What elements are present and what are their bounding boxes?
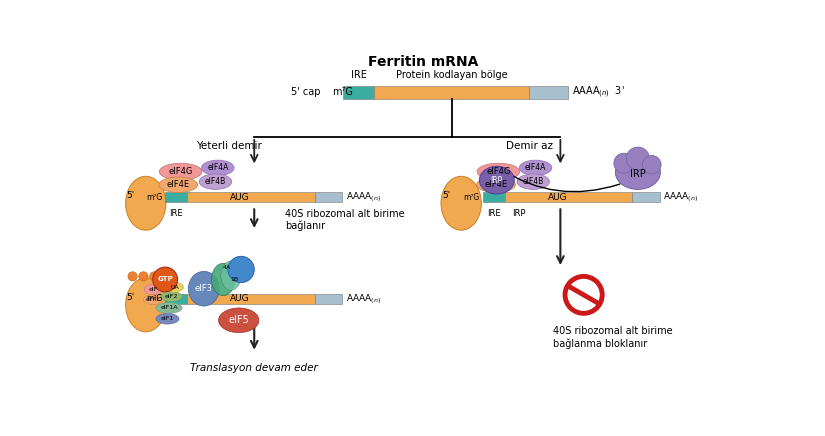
Bar: [505, 192, 633, 202]
Ellipse shape: [219, 308, 259, 333]
Ellipse shape: [479, 166, 514, 194]
Text: AAAA$_{(n)}$  3': AAAA$_{(n)}$ 3': [572, 85, 625, 100]
Text: IRP: IRP: [491, 176, 503, 184]
Ellipse shape: [156, 313, 179, 324]
Text: Yeterli demir: Yeterli demir: [196, 141, 262, 151]
Ellipse shape: [517, 174, 549, 189]
Text: GTP: GTP: [158, 276, 173, 283]
Text: AUG: AUG: [548, 193, 567, 201]
Ellipse shape: [519, 160, 552, 176]
Text: Translasyon devam eder: Translasyon devam eder: [191, 363, 318, 373]
Bar: [483, 192, 505, 202]
Text: AAAA$_{(n)}$: AAAA$_{(n)}$: [663, 190, 699, 204]
Text: 5': 5': [126, 191, 134, 200]
Bar: [186, 294, 314, 304]
Circle shape: [643, 156, 661, 174]
Text: eIF3: eIF3: [195, 284, 213, 293]
Text: 1B: 1B: [231, 277, 239, 282]
Bar: [530, 86, 568, 99]
Text: Demir az: Demir az: [506, 141, 553, 151]
Text: eIF4E: eIF4E: [146, 297, 161, 302]
Text: IRE: IRE: [169, 209, 183, 218]
Circle shape: [614, 153, 634, 173]
Text: eIF1A: eIF1A: [160, 306, 177, 310]
Text: IRE: IRE: [351, 71, 367, 80]
Ellipse shape: [477, 177, 516, 192]
Bar: [343, 86, 375, 99]
Text: eIF: eIF: [148, 287, 158, 292]
Bar: [186, 192, 314, 202]
Circle shape: [153, 267, 177, 292]
Circle shape: [128, 272, 137, 281]
Text: eIF1: eIF1: [161, 316, 174, 321]
Text: m⁷G: m⁷G: [464, 193, 480, 201]
Text: 5': 5': [442, 191, 450, 200]
Text: eIF4A: eIF4A: [525, 164, 546, 172]
Text: Met: Met: [233, 265, 249, 274]
Ellipse shape: [188, 271, 219, 306]
Ellipse shape: [199, 174, 232, 189]
Text: 5' cap: 5' cap: [290, 87, 320, 97]
Text: eIF4E: eIF4E: [484, 180, 507, 189]
Circle shape: [139, 272, 148, 281]
Ellipse shape: [159, 163, 202, 180]
Ellipse shape: [441, 176, 481, 230]
Text: m⁷G: m⁷G: [146, 193, 162, 201]
Text: Protein kodlayan bölge: Protein kodlayan bölge: [396, 71, 507, 80]
Ellipse shape: [144, 284, 163, 295]
Circle shape: [626, 147, 649, 170]
Text: AAAA$_{(n)}$: AAAA$_{(n)}$: [346, 190, 381, 204]
Circle shape: [565, 276, 602, 313]
Ellipse shape: [615, 156, 660, 189]
Text: eIF4G: eIF4G: [168, 167, 193, 176]
Bar: [165, 192, 186, 202]
Text: 40S ribozomal alt birime
bağlanma bloklanır: 40S ribozomal alt birime bağlanma blokla…: [553, 327, 672, 349]
Text: AUG: AUG: [229, 294, 249, 303]
Text: Ferritin mRNA: Ferritin mRNA: [368, 54, 478, 68]
Ellipse shape: [144, 294, 163, 304]
Bar: [375, 86, 530, 99]
Ellipse shape: [165, 282, 184, 292]
Ellipse shape: [212, 263, 235, 296]
Text: AUG: AUG: [229, 193, 249, 201]
Bar: [314, 294, 342, 304]
Text: 5': 5': [126, 293, 134, 302]
Circle shape: [149, 272, 159, 281]
Text: UA: UA: [170, 285, 179, 290]
Bar: [165, 294, 186, 304]
Ellipse shape: [125, 278, 166, 332]
Text: eIF4E: eIF4E: [167, 180, 190, 189]
Bar: [314, 192, 342, 202]
Text: eIF5: eIF5: [229, 315, 249, 325]
Text: m⁷G: m⁷G: [332, 87, 352, 97]
Ellipse shape: [201, 160, 234, 176]
Ellipse shape: [156, 303, 182, 313]
Text: IRP: IRP: [630, 169, 646, 179]
Ellipse shape: [477, 163, 520, 180]
Text: m⁷G: m⁷G: [146, 294, 162, 303]
Text: 4A: 4A: [223, 266, 231, 270]
Ellipse shape: [159, 177, 198, 192]
Text: AAAA$_{(n)}$: AAAA$_{(n)}$: [346, 292, 381, 306]
Bar: [633, 192, 659, 202]
Ellipse shape: [125, 176, 166, 230]
Circle shape: [228, 256, 254, 283]
Text: eIF4B: eIF4B: [205, 177, 226, 186]
Ellipse shape: [161, 291, 182, 301]
Text: eIF4B: eIF4B: [522, 177, 544, 186]
Ellipse shape: [221, 261, 241, 290]
Text: eIF4A: eIF4A: [207, 164, 229, 172]
Text: eIF2: eIF2: [165, 294, 178, 299]
Text: IRE: IRE: [487, 209, 501, 218]
Text: eIF4G: eIF4G: [486, 167, 511, 176]
Text: IRP: IRP: [512, 209, 526, 218]
Text: 40S ribozomal alt birime
bağlanır: 40S ribozomal alt birime bağlanır: [285, 209, 405, 231]
